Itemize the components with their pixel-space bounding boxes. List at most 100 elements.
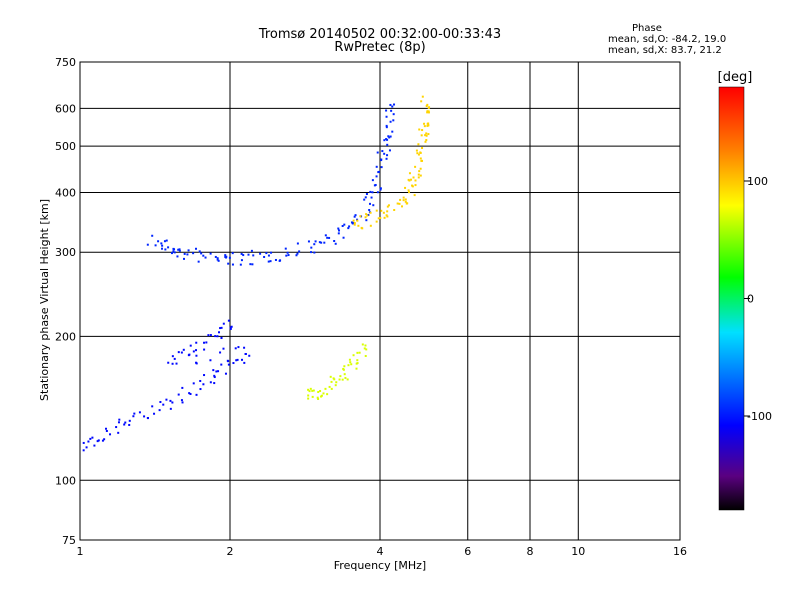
data-point xyxy=(427,111,430,114)
data-point xyxy=(178,249,181,252)
data-point xyxy=(408,172,411,175)
data-point xyxy=(415,149,418,152)
data-point xyxy=(392,113,395,116)
data-point xyxy=(180,399,183,402)
data-point xyxy=(386,210,389,213)
data-point xyxy=(213,376,216,379)
data-point xyxy=(356,359,359,362)
data-point xyxy=(385,115,388,118)
data-point xyxy=(416,152,419,155)
data-point xyxy=(426,122,429,125)
data-point xyxy=(360,226,363,229)
data-point xyxy=(313,251,316,254)
data-point xyxy=(101,439,104,442)
data-point xyxy=(388,136,391,139)
data-point xyxy=(311,389,314,392)
data-point xyxy=(419,174,422,177)
x-tick-label: 1 xyxy=(77,545,84,558)
data-point xyxy=(388,149,391,152)
data-point xyxy=(382,211,385,214)
data-point xyxy=(367,213,370,216)
data-point xyxy=(427,107,430,110)
data-point xyxy=(228,256,231,259)
data-point xyxy=(417,143,420,146)
data-point xyxy=(164,248,167,251)
data-point xyxy=(364,196,367,199)
data-point xyxy=(330,387,333,390)
data-point xyxy=(178,248,181,251)
colorbar-ticks: 100 0 -100 xyxy=(744,175,772,423)
data-point xyxy=(195,362,198,365)
data-point xyxy=(188,353,191,356)
data-point xyxy=(244,353,247,356)
data-point xyxy=(118,418,121,421)
colorbar xyxy=(718,86,745,511)
data-point xyxy=(286,251,289,254)
data-point xyxy=(399,198,402,201)
data-point xyxy=(396,202,399,205)
data-point xyxy=(401,205,404,208)
data-point xyxy=(337,227,340,230)
data-point xyxy=(375,165,378,168)
data-point xyxy=(364,344,367,347)
data-point xyxy=(375,209,378,212)
data-point xyxy=(332,377,335,380)
data-point xyxy=(117,431,120,434)
data-point xyxy=(425,104,428,107)
x-tick-labels: 1 2 4 6 8 10 16 xyxy=(77,545,688,558)
data-point xyxy=(307,240,310,243)
data-point xyxy=(426,103,429,106)
data-point xyxy=(167,361,170,364)
data-point xyxy=(391,130,394,133)
data-point xyxy=(224,254,227,257)
data-point xyxy=(371,179,374,182)
data-point xyxy=(365,193,368,196)
data-point xyxy=(385,109,388,112)
data-point xyxy=(375,220,378,223)
data-point xyxy=(353,223,356,226)
chart-title: Tromsø 20140502 00:32:00-00:33:43 xyxy=(258,27,502,42)
data-point xyxy=(183,252,186,255)
data-point xyxy=(165,398,168,401)
data-point xyxy=(343,223,346,226)
data-point xyxy=(421,147,424,150)
data-point xyxy=(109,433,112,436)
data-point xyxy=(307,388,310,391)
chart-subtitle: RwPretec (8p) xyxy=(334,40,426,55)
data-point xyxy=(324,387,327,390)
data-point xyxy=(161,244,164,247)
data-point xyxy=(176,255,179,258)
data-point xyxy=(247,253,250,256)
data-point xyxy=(285,254,288,257)
data-point xyxy=(348,225,351,228)
data-point xyxy=(424,140,427,143)
colorbar-label: [deg] xyxy=(718,70,753,85)
data-point xyxy=(259,252,262,255)
data-point xyxy=(425,139,428,142)
data-point xyxy=(192,252,195,255)
data-point xyxy=(220,336,223,339)
data-point xyxy=(390,109,393,112)
data-point xyxy=(220,326,223,329)
data-point xyxy=(389,135,392,138)
colorbar-tick-label: 0 xyxy=(747,293,754,306)
data-point xyxy=(181,401,184,404)
data-point xyxy=(267,254,270,257)
data-point xyxy=(182,348,185,351)
data-point xyxy=(418,128,421,131)
data-point xyxy=(270,251,273,254)
data-point xyxy=(242,254,245,257)
y-tick-labels: 75 100 200 300 400 500 600 750 xyxy=(55,56,76,547)
data-point xyxy=(420,159,423,162)
data-point xyxy=(128,423,131,426)
data-point xyxy=(287,254,290,257)
data-point xyxy=(383,216,386,219)
data-point xyxy=(216,335,219,338)
data-point xyxy=(82,441,85,444)
data-point xyxy=(146,417,149,420)
data-point xyxy=(346,378,349,381)
data-point xyxy=(192,382,195,385)
data-point xyxy=(158,409,161,412)
data-point xyxy=(173,357,176,360)
data-point xyxy=(202,383,205,386)
